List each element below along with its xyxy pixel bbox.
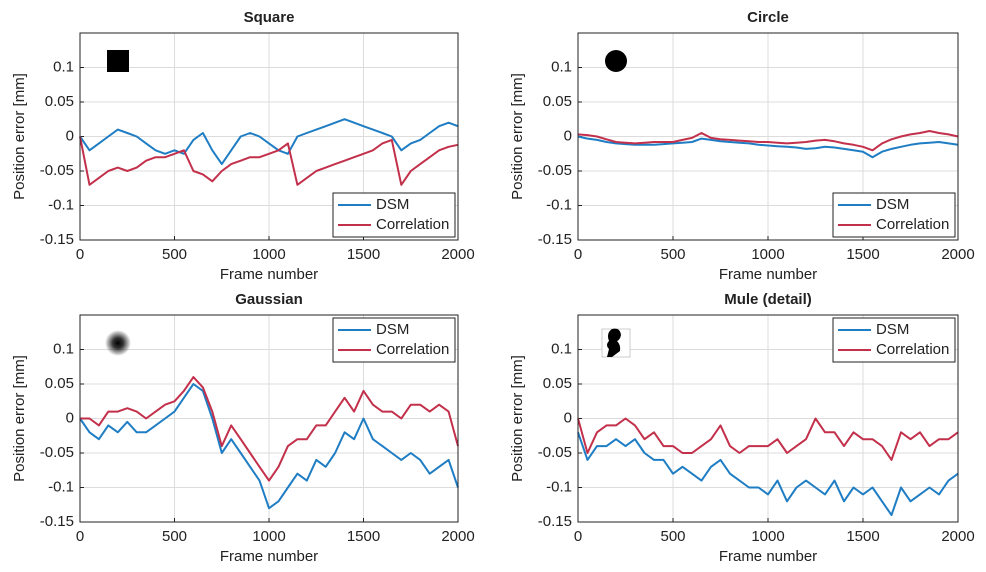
y-tick-label: 0.05 xyxy=(543,93,572,110)
y-tick-label: 0.1 xyxy=(53,58,74,75)
x-tick-label: 0 xyxy=(76,246,84,263)
y-tick-label: -0.05 xyxy=(538,444,572,461)
y-tick-label: 0 xyxy=(66,409,74,426)
icon-square xyxy=(107,50,129,72)
x-tick-label: 2000 xyxy=(441,528,474,545)
x-tick-label: 1500 xyxy=(347,246,380,263)
x-tick-label: 1000 xyxy=(252,246,285,263)
legend-box xyxy=(332,192,456,238)
x-tick-label: 1000 xyxy=(751,528,784,545)
data-line xyxy=(79,136,459,186)
legend-box xyxy=(832,192,956,238)
y-tick-label: 0.05 xyxy=(45,375,74,392)
axes-box xyxy=(79,32,459,241)
data-line xyxy=(577,417,959,461)
y-tick-label: -0.15 xyxy=(40,231,74,248)
x-axis-label: Frame number xyxy=(719,548,817,565)
x-tick-label: 0 xyxy=(574,528,582,545)
y-axis-label: Position error [mm] xyxy=(11,355,28,482)
panel: Gaussian 0 500 1000 1500 2000 -0.15 -0.1 -0.05 0 0… xyxy=(11,291,475,565)
legend-label: Correlation xyxy=(876,341,949,358)
icon-gaussian xyxy=(105,330,131,356)
y-tick-label: 0 xyxy=(66,127,74,144)
y-tick-label: 0.1 xyxy=(53,340,74,357)
data-line xyxy=(577,431,959,517)
x-tick-label: 1000 xyxy=(751,246,784,263)
legend-label: DSM xyxy=(876,321,909,338)
icon-mule xyxy=(607,328,621,357)
y-axis-label: Position error [mm] xyxy=(509,355,526,482)
panel-title: Gaussian xyxy=(235,291,303,308)
y-tick-label: -0.05 xyxy=(40,444,74,461)
x-tick-label: 2000 xyxy=(941,528,974,545)
y-tick-label: -0.15 xyxy=(538,513,572,530)
axes-box xyxy=(577,32,959,241)
data-line xyxy=(577,130,959,152)
legend-label: DSM xyxy=(376,196,409,213)
x-tick-label: 2000 xyxy=(441,246,474,263)
legend-box xyxy=(832,317,956,363)
y-tick-label: -0.15 xyxy=(538,231,572,248)
legend-label: DSM xyxy=(376,321,409,338)
legend-box xyxy=(332,317,456,363)
y-tick-label: 0 xyxy=(564,127,572,144)
y-tick-label: 0.1 xyxy=(551,58,572,75)
panel: Circle 0 500 1000 1500 2000 -0.15 -0.1 -0.05 0 0.0… xyxy=(509,9,975,283)
x-tick-label: 0 xyxy=(574,246,582,263)
x-tick-label: 1000 xyxy=(252,528,285,545)
panel-title: Square xyxy=(244,9,295,26)
data-line xyxy=(577,135,959,159)
y-tick-label: -0.1 xyxy=(546,478,572,495)
legend-label: Correlation xyxy=(376,341,449,358)
icon-circle xyxy=(605,50,627,72)
panel-title: Mule (detail) xyxy=(724,291,812,308)
data-line xyxy=(79,118,459,166)
panel: Mule (detail) 0 500 1000 1500 2000 -0.15 -0.1 -0… xyxy=(509,291,975,565)
y-tick-label: 0.1 xyxy=(551,340,572,357)
panel: Square 0 500 1000 1500 2000 -0.15 -0.1 -0.05 0 0.0… xyxy=(11,9,475,283)
data-line xyxy=(79,383,459,510)
x-axis-label: Frame number xyxy=(719,266,817,283)
x-tick-label: 0 xyxy=(76,528,84,545)
y-tick-label: -0.1 xyxy=(48,196,74,213)
x-tick-label: 500 xyxy=(162,528,187,545)
y-tick-label: -0.05 xyxy=(40,162,74,179)
x-tick-label: 2000 xyxy=(941,246,974,263)
legend-label: DSM xyxy=(876,196,909,213)
y-tick-label: 0.05 xyxy=(543,375,572,392)
legend-label: Correlation xyxy=(876,216,949,233)
x-tick-label: 1500 xyxy=(846,528,879,545)
y-tick-label: 0.05 xyxy=(45,93,74,110)
x-tick-label: 500 xyxy=(162,246,187,263)
x-tick-label: 1500 xyxy=(846,246,879,263)
x-tick-label: 500 xyxy=(660,246,685,263)
axes-box xyxy=(79,314,459,523)
legend-label: Correlation xyxy=(376,216,449,233)
y-axis-label: Position error [mm] xyxy=(11,73,28,200)
y-tick-label: -0.1 xyxy=(48,478,74,495)
x-axis-label: Frame number xyxy=(220,266,318,283)
x-axis-label: Frame number xyxy=(220,548,318,565)
y-tick-label: -0.15 xyxy=(40,513,74,530)
y-tick-label: -0.1 xyxy=(546,196,572,213)
y-tick-label: -0.05 xyxy=(538,162,572,179)
axes-box xyxy=(577,314,959,523)
x-tick-label: 1500 xyxy=(347,528,380,545)
y-axis-label: Position error [mm] xyxy=(509,73,526,200)
panel-title: Circle xyxy=(747,9,789,26)
x-tick-label: 500 xyxy=(660,528,685,545)
data-line xyxy=(80,376,459,482)
y-tick-label: 0 xyxy=(564,409,572,426)
